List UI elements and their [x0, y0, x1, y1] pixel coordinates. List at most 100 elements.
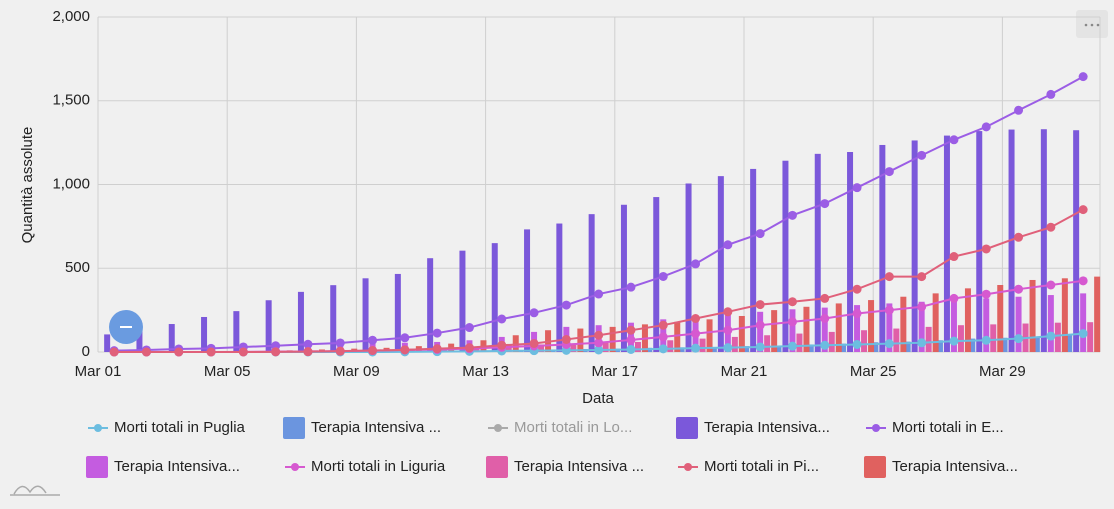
legend-swatch: [86, 456, 108, 478]
point: [594, 345, 604, 355]
zoom-out-button[interactable]: [109, 310, 143, 344]
point: [755, 229, 765, 239]
legend-swatch: [283, 417, 305, 439]
y-tick-label: 0: [82, 343, 90, 360]
point: [400, 333, 410, 343]
point: [626, 282, 636, 292]
bar: [1040, 129, 1047, 352]
bar: [556, 223, 563, 352]
point: [787, 210, 797, 220]
point: [1014, 284, 1024, 294]
point: [109, 347, 119, 357]
point: [174, 347, 184, 357]
point: [917, 338, 927, 348]
bar: [524, 229, 531, 352]
x-axis-title: Data: [582, 390, 614, 407]
bar: [775, 345, 782, 352]
point: [820, 293, 830, 303]
point: [206, 347, 216, 357]
bar: [685, 183, 692, 352]
bar: [1066, 335, 1073, 352]
point: [303, 347, 313, 357]
point: [723, 325, 733, 335]
point: [303, 339, 313, 349]
point: [949, 252, 959, 262]
point: [1014, 232, 1024, 242]
bar: [828, 331, 835, 352]
point: [884, 272, 894, 282]
plot-area: 0 500 1,000 1,500 2,000 Mar 01 Mar 05 Mar 09 Mar…: [52, 8, 1101, 380]
bar: [835, 303, 842, 352]
point: [691, 343, 701, 353]
legend-swatch: [676, 417, 698, 439]
bar: [738, 315, 745, 352]
x-tick-label: Mar 17: [591, 363, 638, 380]
legend-label[interactable]: Terapia Intensiva...: [114, 458, 240, 475]
point: [529, 308, 539, 318]
bar: [764, 335, 771, 352]
bar: [678, 347, 685, 352]
legend-dot: [94, 424, 102, 432]
bar: [602, 342, 609, 352]
bar: [750, 168, 757, 352]
bar: [1015, 296, 1022, 352]
point: [787, 297, 797, 307]
bar: [1073, 130, 1080, 352]
legend-label[interactable]: Morti totali in Lo...: [514, 419, 632, 436]
point: [723, 343, 733, 353]
bar: [821, 307, 828, 352]
legend-label[interactable]: Morti totali in E...: [892, 419, 1004, 436]
x-tick-label: Mar 01: [75, 363, 122, 380]
legend-label[interactable]: Terapia Intensiva...: [704, 419, 830, 436]
bar: [394, 273, 401, 352]
bar: [1047, 295, 1054, 352]
legend-swatch: [486, 456, 508, 478]
legend-label[interactable]: Morti totali in Pi...: [704, 458, 819, 475]
point: [1078, 329, 1088, 339]
bar: [588, 214, 595, 352]
point: [691, 259, 701, 269]
point: [1046, 331, 1056, 341]
point: [464, 323, 474, 333]
bar: [233, 311, 240, 352]
bar: [201, 316, 208, 352]
point: [917, 272, 927, 282]
logo: [10, 485, 60, 496]
legend-label[interactable]: Morti totali in Liguria: [311, 458, 446, 475]
bar: [969, 338, 976, 352]
point: [949, 293, 959, 303]
point: [852, 183, 862, 193]
point: [917, 150, 927, 160]
point: [820, 199, 830, 209]
bar: [900, 296, 907, 352]
legend-label[interactable]: Terapia Intensiva ...: [514, 458, 644, 475]
point: [917, 302, 927, 312]
point: [820, 340, 830, 350]
bar: [814, 153, 821, 352]
bar: [168, 324, 175, 352]
point: [594, 338, 604, 348]
bar: [854, 305, 861, 352]
point: [335, 346, 345, 356]
menu-button[interactable]: [1076, 10, 1108, 38]
legend-label[interactable]: Terapia Intensiva...: [892, 458, 1018, 475]
bar: [136, 330, 143, 352]
legend-dot: [872, 424, 880, 432]
bar: [847, 152, 854, 352]
legend-label[interactable]: Morti totali in Puglia: [114, 419, 246, 436]
bar: [757, 311, 764, 352]
point: [884, 305, 894, 315]
bar: [459, 250, 466, 352]
point: [432, 344, 442, 354]
bar: [609, 326, 616, 352]
bar: [473, 346, 480, 352]
bar: [699, 338, 706, 352]
bar: [1001, 337, 1008, 352]
point: [1046, 280, 1056, 290]
point: [561, 300, 571, 310]
bar: [936, 340, 943, 352]
bar: [1080, 293, 1087, 352]
point: [1078, 205, 1088, 215]
legend-label[interactable]: Terapia Intensiva ...: [311, 419, 441, 436]
bar: [538, 344, 545, 352]
